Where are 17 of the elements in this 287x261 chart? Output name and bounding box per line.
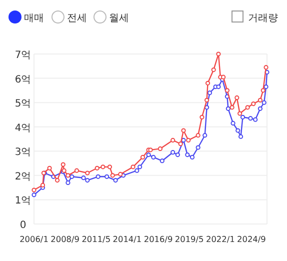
x-tick-label: 2016/9 — [144, 234, 173, 244]
x-tick-label: 2022/1 — [206, 234, 235, 244]
x-tick-label: 2014/1 — [112, 234, 142, 244]
controls: 매매 전세 월세 거래량 — [8, 10, 278, 24]
y-tick-label: 6억 — [14, 74, 32, 86]
y-tick-label: 0 — [20, 220, 26, 231]
y-tick-label: 7억 — [14, 50, 32, 61]
y-tick-label: 4억 — [14, 122, 32, 134]
x-tick-label: 2011/5 — [82, 234, 111, 244]
y-tick-label: 2억 — [14, 171, 32, 182]
x-tick-label: 2008/9 — [50, 234, 80, 244]
x-tick-label: 2019/5 — [174, 234, 204, 244]
y-tick-label: 5억 — [14, 98, 32, 110]
y-tick-label: 1억 — [14, 196, 32, 207]
x-tick-label: 2006/1 — [20, 234, 48, 244]
y-tick-label: 3억 — [14, 147, 32, 158]
x-tick-label: 2024/9 — [237, 234, 266, 244]
